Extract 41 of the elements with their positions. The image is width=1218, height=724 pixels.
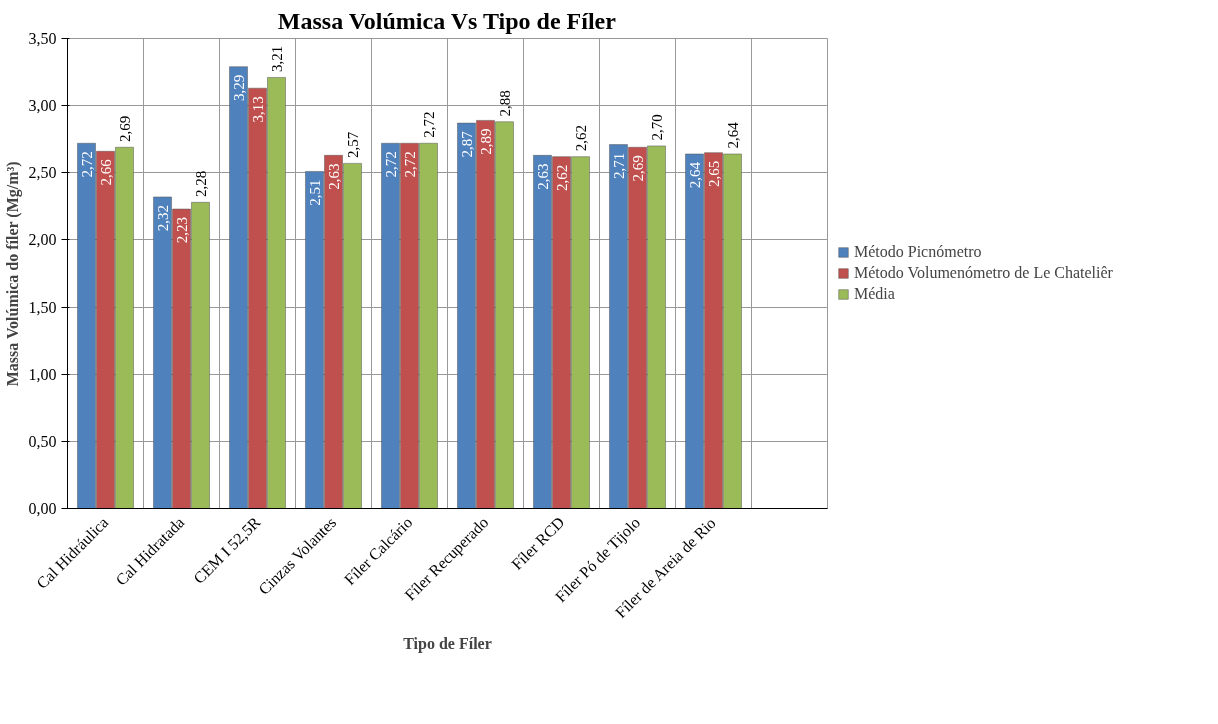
y-tick-label: 1,50: [28, 298, 57, 316]
legend-label: Média: [854, 285, 895, 303]
data-label: 2,87: [458, 130, 475, 158]
data-label: 2,72: [78, 151, 95, 178]
y-tick-label: 2,00: [28, 231, 57, 249]
data-label: 2,71: [610, 152, 627, 179]
legend-label: Método Picnómetro: [854, 243, 982, 261]
y-tick-label: 3,00: [28, 97, 57, 115]
data-label: 2,51: [306, 179, 323, 206]
data-label: 2,62: [553, 164, 570, 191]
data-label: 2,64: [686, 161, 703, 189]
data-label: 3,29: [230, 74, 247, 102]
data-label: 2,57: [344, 131, 361, 159]
data-label: 2,89: [477, 128, 494, 155]
data-label: 2,66: [97, 158, 114, 186]
data-label: 2,72: [401, 151, 418, 178]
x-axis-title: Tipo de Fíler: [403, 635, 492, 654]
y-tick-label: 0,00: [28, 500, 57, 517]
data-label: 2,64: [724, 121, 741, 149]
y-axis-title: Massa Volúmica do fíler (Mg/m³): [3, 161, 22, 387]
data-label: 2,23: [173, 217, 190, 244]
data-label: 2,63: [534, 163, 551, 190]
data-label: 3,13: [249, 96, 266, 123]
legend-label: Método Volumenómetro de Le Chateliêr: [854, 264, 1113, 282]
data-label: 2,28: [192, 170, 209, 197]
data-label: 2,72: [420, 111, 437, 138]
data-label: 2,32: [154, 205, 171, 232]
data-label: 2,88: [496, 90, 513, 117]
y-tick-label: 0,50: [28, 432, 57, 450]
y-tick-label: 1,00: [28, 365, 57, 383]
y-tick-label: 2,50: [28, 164, 57, 182]
data-label: 2,63: [325, 163, 342, 190]
data-label: 2,72: [382, 151, 399, 178]
data-label: 3,21: [268, 45, 285, 73]
data-label: 2,69: [629, 155, 646, 182]
data-label: 2,69: [116, 115, 133, 142]
y-tick-label: 3,50: [28, 30, 57, 47]
data-label: 2,62: [572, 125, 589, 152]
data-label: 2,70: [648, 114, 665, 141]
data-label: 2,65: [705, 160, 722, 187]
chart-title: Massa Volúmica Vs Tipo de Fíler: [277, 7, 617, 34]
